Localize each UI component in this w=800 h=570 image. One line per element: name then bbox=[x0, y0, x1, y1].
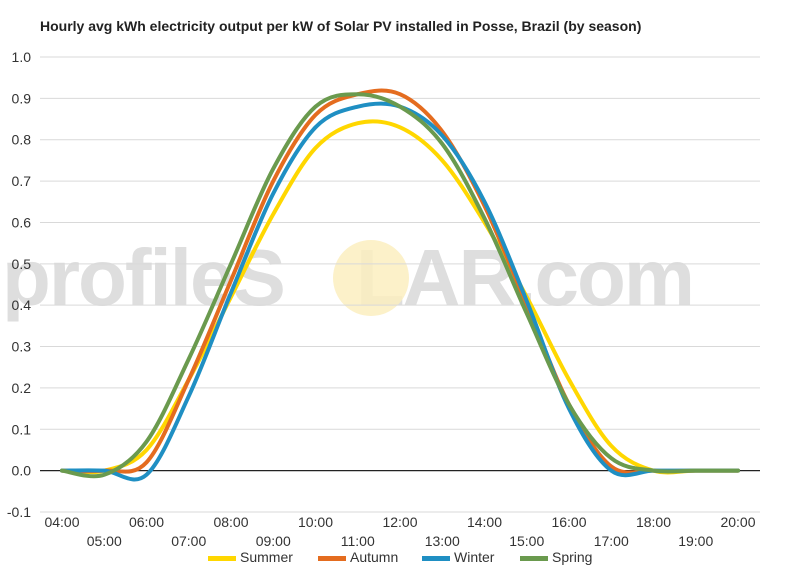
y-tick-label: -0.1 bbox=[7, 504, 31, 520]
x-tick-label: 17:00 bbox=[594, 533, 629, 549]
x-tick-label: 15:00 bbox=[509, 533, 544, 549]
x-tick-label: 12:00 bbox=[382, 514, 417, 530]
x-tick-label: 08:00 bbox=[213, 514, 248, 530]
y-tick-label: 0.6 bbox=[12, 214, 32, 230]
legend: Summer Autumn Winter Spring bbox=[0, 548, 800, 568]
legend-label: Autumn bbox=[350, 549, 399, 565]
y-tick-label: 1.0 bbox=[12, 49, 32, 65]
watermark-sun-icon bbox=[333, 240, 409, 316]
x-tick-label: 16:00 bbox=[551, 514, 586, 530]
x-tick-label: 11:00 bbox=[341, 533, 375, 549]
y-tick-label: 0.1 bbox=[12, 421, 32, 437]
y-tick-label: 0.8 bbox=[12, 132, 32, 148]
x-tick-label: 07:00 bbox=[171, 533, 206, 549]
x-tick-label: 18:00 bbox=[636, 514, 671, 530]
x-tick-label: 06:00 bbox=[129, 514, 164, 530]
y-tick-label: 0.5 bbox=[12, 256, 32, 272]
series-line-summer bbox=[60, 119, 740, 475]
x-tick-label: 19:00 bbox=[678, 533, 713, 549]
legend-label: Winter bbox=[454, 549, 495, 565]
x-tick-label: 14:00 bbox=[467, 514, 502, 530]
x-tick-label: 13:00 bbox=[425, 533, 460, 549]
series-line-spring bbox=[60, 92, 740, 479]
legend-swatch bbox=[520, 556, 548, 561]
series-line-autumn bbox=[60, 88, 740, 475]
y-tick-label: 0.2 bbox=[12, 380, 32, 396]
x-tick-label: 04:00 bbox=[44, 514, 79, 530]
x-tick-label: 05:00 bbox=[87, 533, 122, 549]
chart-title: Hourly avg kWh electricity output per kW… bbox=[40, 18, 642, 34]
y-tick-label: 0.4 bbox=[12, 297, 32, 313]
x-axis: 04:00 05:00 06:00 07:00 08:00 09:00 10:00 11:00… bbox=[44, 514, 755, 549]
legend-swatch bbox=[318, 556, 346, 561]
legend-label: Spring bbox=[552, 549, 593, 565]
y-axis: -0.1 0.0 0.1 0.2 0.3 0.4 0.5 0.6 0.7 0.8 0.9 1.0 bbox=[7, 49, 31, 520]
x-tick-label: 10:00 bbox=[298, 514, 333, 530]
series-lines bbox=[60, 88, 740, 482]
legend-label: Summer bbox=[240, 549, 293, 565]
y-tick-label: 0.3 bbox=[12, 339, 32, 355]
y-tick-label: 0.0 bbox=[12, 463, 32, 479]
y-tick-label: 0.7 bbox=[12, 173, 32, 189]
legend-swatch bbox=[208, 556, 236, 561]
x-tick-label: 20:00 bbox=[720, 514, 755, 530]
x-tick-label: 09:00 bbox=[256, 533, 291, 549]
legend-swatch bbox=[422, 556, 450, 561]
y-tick-label: 0.9 bbox=[12, 90, 32, 106]
